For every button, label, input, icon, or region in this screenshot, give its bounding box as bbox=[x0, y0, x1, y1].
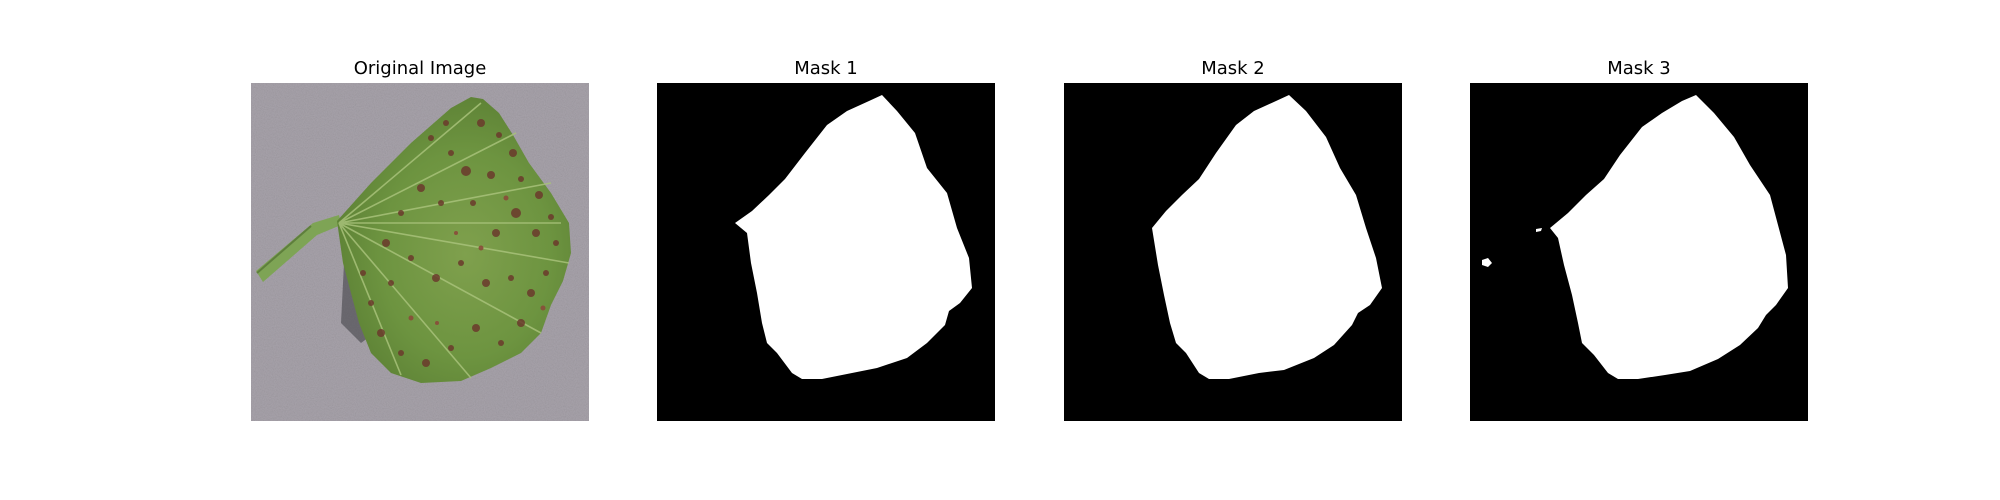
mask-3-speck-edge bbox=[1536, 228, 1542, 232]
mask-3-speck-left bbox=[1482, 258, 1492, 267]
panel-mask-1: Mask 1 bbox=[657, 56, 995, 421]
mask-2-region bbox=[1152, 95, 1382, 379]
mask-2-image bbox=[1064, 83, 1402, 421]
panel-mask-2: Mask 2 bbox=[1064, 56, 1402, 421]
panel-title: Mask 2 bbox=[1201, 58, 1265, 79]
panel-title: Original Image bbox=[353, 58, 487, 79]
panel-title: Mask 1 bbox=[794, 58, 858, 79]
panel-original-image: Original Image bbox=[251, 56, 589, 421]
mask-3-image bbox=[1470, 83, 1808, 421]
mask-3-region bbox=[1550, 95, 1788, 379]
mask-1-image bbox=[657, 83, 995, 421]
panel-mask-3: Mask 3 bbox=[1470, 56, 1808, 421]
original-leaf-image bbox=[251, 83, 589, 421]
panel-title: Mask 3 bbox=[1607, 58, 1671, 79]
mask-1-region bbox=[735, 95, 972, 379]
